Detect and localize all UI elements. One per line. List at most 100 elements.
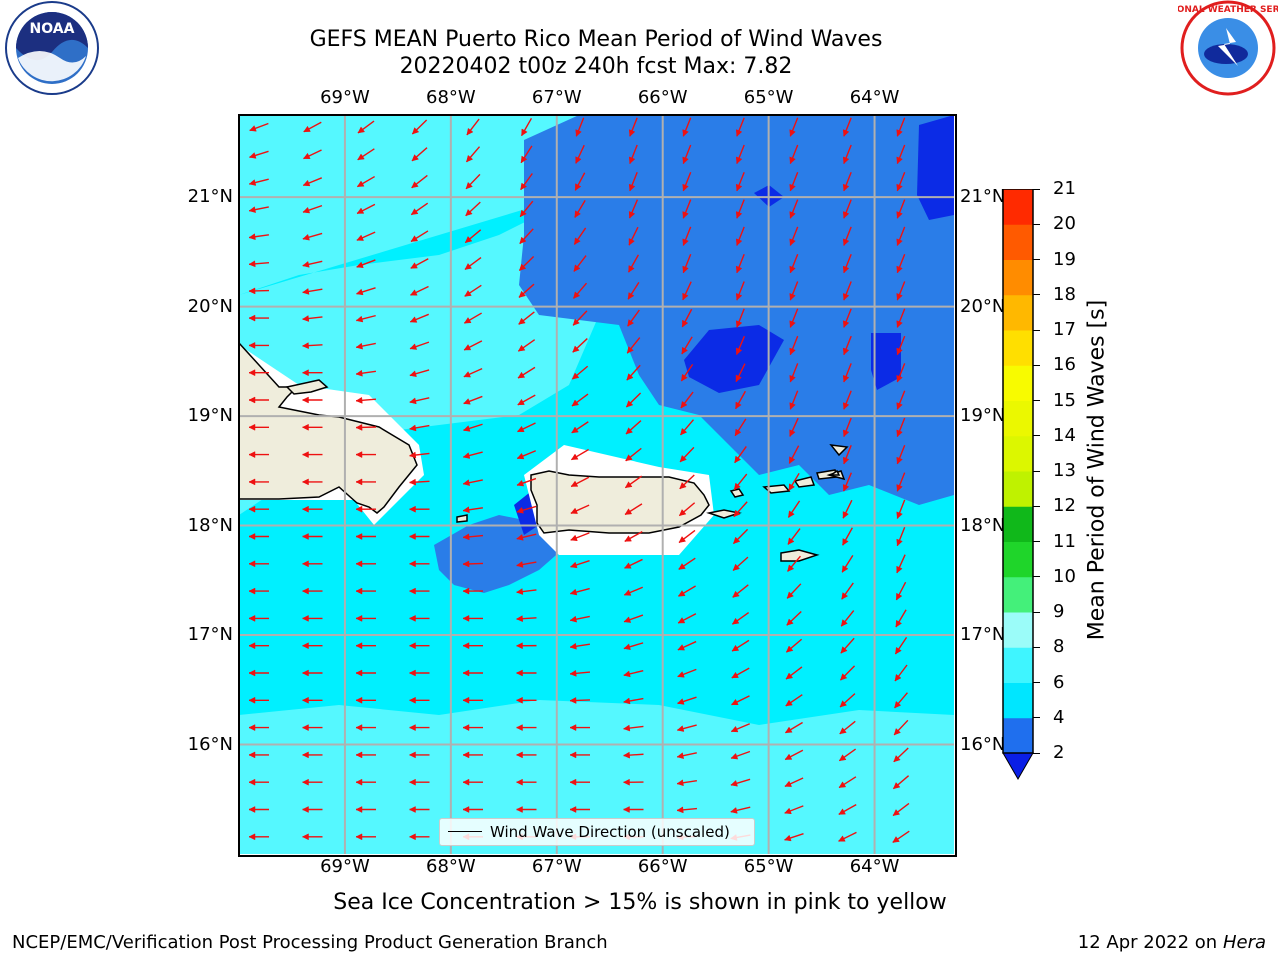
wind-wave-arrow [679,446,695,463]
wind-wave-arrow [842,199,852,219]
credit-line: NCEP/EMC/Verification Post Processing Pr… [12,932,608,953]
wind-wave-arrow [676,696,697,705]
wind-wave-arrow [411,147,428,162]
wind-wave-arrow [409,397,430,405]
wind-wave-arrow [517,366,536,379]
wind-wave-arrow [682,253,692,274]
wind-wave-arrow [408,696,430,704]
colorbar-tick-mark [1033,717,1040,719]
wind-wave-arrow [623,670,644,678]
wind-wave-arrow [248,505,269,513]
wind-wave-arrow [303,121,322,133]
wind-wave-arrow [248,341,269,349]
wind-wave-arrow [355,560,376,568]
lon-tick-top: 68°W [425,87,476,108]
wind-wave-arrow [571,365,589,380]
sea-ice-note-text: Sea Ice Concentration > 15% is shown in … [333,890,947,915]
colorbar-tick-label: 19 [1053,248,1076,270]
wind-wave-arrow [682,144,692,165]
wind-wave-arrow [735,226,745,247]
colorbar-band [1003,541,1033,578]
wind-wave-arrow [355,696,376,704]
wind-wave-arrow [569,587,590,596]
colorbar-tick-mark [1033,752,1040,754]
wind-wave-arrow [301,778,323,786]
wind-wave-arrow [627,309,640,327]
wind-wave-arrow [569,642,590,650]
colorbar-band [1003,330,1033,366]
wind-wave-arrow [734,446,747,464]
wind-wave-arrow [515,615,537,623]
map-title: GEFS MEAN Puerto Rico Mean Period of Win… [309,27,883,52]
wind-wave-arrow [896,554,906,574]
wind-wave-arrow [248,369,269,377]
wind-wave-arrow [623,586,643,596]
wind-wave-arrow [838,776,857,789]
wind-wave-arrow [681,336,693,355]
wind-wave-arrow [574,172,586,191]
wind-wave-arrow [842,226,852,247]
colorbar-band [1003,612,1033,648]
wind-wave-arrow [248,560,269,568]
wind-wave-arrow [520,117,533,137]
wind-wave-arrow [248,478,269,486]
wind-wave-arrow [248,206,269,213]
wind-wave-arrow [464,284,482,297]
wind-wave-arrow [895,609,907,628]
wind-wave-arrow [462,423,483,432]
wind-wave-arrow [572,310,588,326]
wind-wave-arrow [785,666,803,680]
wind-wave-arrow [842,172,852,192]
wind-wave-arrow [838,803,857,816]
wind-wave-arrow [515,806,537,813]
wind-wave-arrow [518,255,535,272]
wind-wave-arrow [788,445,800,464]
wind-wave-arrow [515,751,537,759]
wind-wave-arrow [626,337,641,354]
wind-wave-arrow [896,390,906,410]
wind-wave-arrow [628,226,639,246]
wind-wave-arrow [682,281,692,301]
wind-wave-arrow [623,697,644,705]
wind-wave-arrow [248,614,269,622]
wind-wave-arrow [622,751,644,759]
wind-wave-arrow [676,779,697,787]
colorbar-tick-mark [1033,329,1040,331]
wind-wave-arrow [462,451,483,459]
lat-tick-right: 18°N [960,514,1006,536]
colorbar-tick-mark [1033,682,1040,683]
wind-wave-arrow [574,199,586,218]
wind-wave-arrow [896,172,906,192]
wind-wave-arrow [624,531,643,542]
wind-wave-arrow [735,199,745,219]
colorbar-tick-mark [1033,223,1040,225]
wind-wave-arrow [731,639,750,652]
wind-wave-arrow [842,253,852,274]
wind-wave-arrow [677,613,697,624]
wind-wave-arrow [625,420,642,435]
colorbar-tick-label: 6 [1053,671,1065,693]
wind-wave-arrow [408,505,430,513]
colorbar-tick-label: 20 [1053,213,1076,235]
wind-wave-arrow [248,669,269,677]
wind-wave-arrow [355,369,376,377]
wind-wave-arrow [515,724,537,732]
wind-wave-arrow [462,479,483,486]
wind-wave-arrow [355,451,376,459]
lon-tick-bottom: 67°W [531,856,582,877]
wind-wave-arrow [515,669,537,677]
wind-wave-arrow [842,117,852,137]
wind-wave-arrow [628,199,639,219]
wind-wave-arrow [248,451,269,459]
wind-wave-arrow [248,423,269,431]
st-croix-island [780,549,820,562]
wind-wave-arrow [735,308,745,328]
wind-wave-arrow [248,833,269,841]
wind-wave-arrow [569,669,591,677]
wind-wave-arrow [515,642,537,650]
wind-wave-arrow [356,203,376,215]
wind-wave-arrow [573,227,587,245]
sombrero-island [828,469,841,476]
wind-wave-arrow [572,282,588,299]
wind-wave-arrow [731,612,750,625]
